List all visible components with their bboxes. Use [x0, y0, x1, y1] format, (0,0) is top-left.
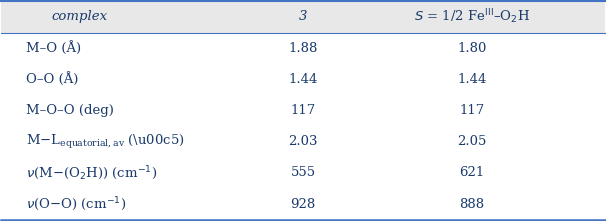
- Text: 888: 888: [459, 198, 484, 211]
- Text: 1.88: 1.88: [288, 42, 318, 55]
- Text: $\nu$(O$-$O) (cm$^{-1}$): $\nu$(O$-$O) (cm$^{-1}$): [25, 195, 125, 213]
- Text: 2.05: 2.05: [457, 135, 487, 148]
- Text: $\mathit{S}$ = 1/2 Fe$^{\rm III}$–O$_2$H: $\mathit{S}$ = 1/2 Fe$^{\rm III}$–O$_2$H: [414, 8, 530, 26]
- Text: 117: 117: [459, 104, 485, 117]
- Text: O–O (Å): O–O (Å): [25, 72, 78, 86]
- Text: 3: 3: [299, 10, 307, 23]
- Text: 117: 117: [290, 104, 316, 117]
- Text: 555: 555: [290, 166, 316, 179]
- Text: complex: complex: [52, 10, 108, 23]
- Text: $\nu$(M$-$(O$_2$H)) (cm$^{-1}$): $\nu$(M$-$(O$_2$H)) (cm$^{-1}$): [25, 164, 157, 182]
- Bar: [1, 1, 605, 32]
- Text: 1.44: 1.44: [288, 73, 318, 86]
- Text: 928: 928: [290, 198, 316, 211]
- Text: 1.80: 1.80: [457, 42, 487, 55]
- Text: 621: 621: [459, 166, 485, 179]
- Text: M–O–O (deg): M–O–O (deg): [25, 104, 113, 117]
- Text: M$-$L$_{\mathregular{equatorial,av}}$ (\u00c5): M$-$L$_{\mathregular{equatorial,av}}$ (\…: [25, 133, 184, 151]
- Text: M–O (Å): M–O (Å): [25, 41, 81, 55]
- Text: 2.03: 2.03: [288, 135, 318, 148]
- Text: 1.44: 1.44: [457, 73, 487, 86]
